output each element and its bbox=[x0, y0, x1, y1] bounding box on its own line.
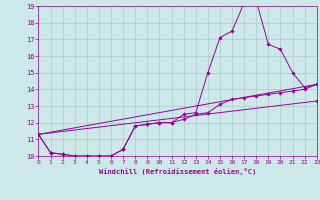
X-axis label: Windchill (Refroidissement éolien,°C): Windchill (Refroidissement éolien,°C) bbox=[99, 168, 256, 175]
